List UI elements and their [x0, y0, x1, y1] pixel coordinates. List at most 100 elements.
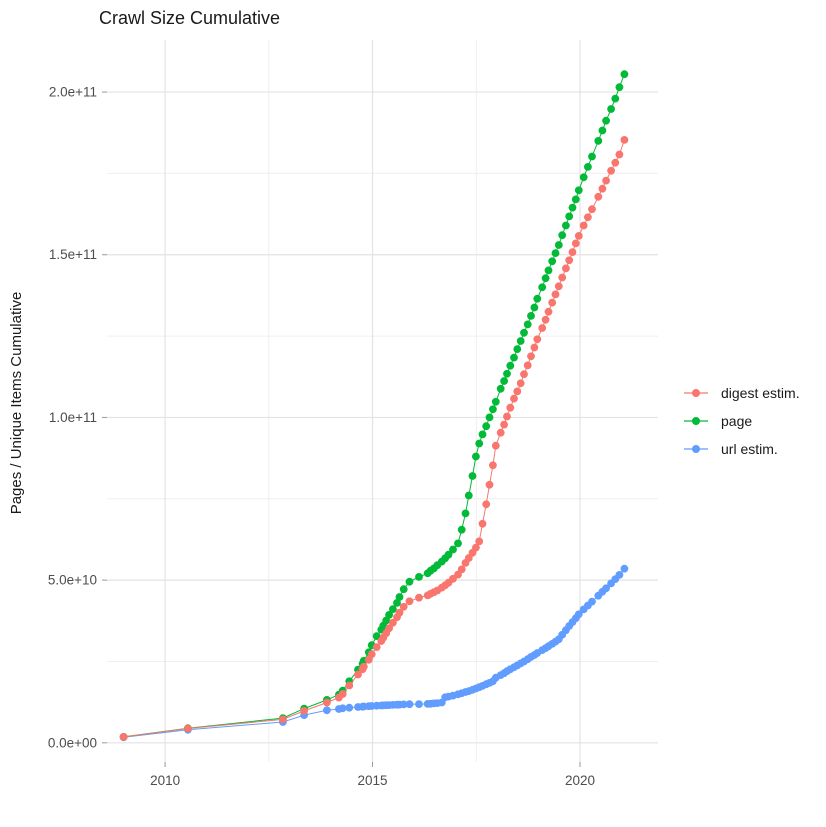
data-point-digest-estim	[359, 662, 368, 671]
data-point-page	[393, 599, 401, 607]
data-point-page	[562, 221, 570, 230]
x-tick-label: 2010	[150, 773, 180, 788]
data-point-page	[530, 303, 539, 312]
data-point-page	[579, 173, 588, 182]
data-point-digest-estim	[562, 264, 570, 273]
data-point-digest-estim	[516, 379, 525, 388]
data-point-page	[588, 152, 596, 161]
data-point-page	[594, 137, 603, 145]
data-point-page	[485, 413, 494, 422]
data-point-page	[461, 509, 470, 518]
data-point-page	[399, 585, 408, 594]
data-point-page	[449, 545, 457, 554]
data-point-digest-estim	[385, 624, 393, 633]
data-point-url-estim	[405, 700, 414, 709]
data-point-digest-estim	[520, 370, 528, 379]
data-point-digest-estim	[399, 602, 408, 611]
data-point-digest-estim	[548, 298, 557, 307]
data-point-digest-estim	[615, 150, 624, 159]
data-point-url-estim	[323, 706, 331, 715]
data-point-page	[482, 422, 491, 431]
data-point-page	[620, 70, 629, 79]
x-tick-label: 2020	[565, 773, 595, 788]
data-point-digest-estim	[475, 537, 484, 546]
legend-item-page: page	[683, 407, 800, 435]
data-point-digest-estim	[544, 307, 553, 316]
data-point-digest-estim	[602, 176, 610, 185]
legend-label-page: page	[721, 413, 753, 429]
data-point-page	[506, 361, 515, 370]
data-point-page	[496, 384, 505, 393]
data-point-digest-estim	[513, 387, 522, 396]
data-point-url-estim	[338, 704, 347, 713]
data-point-digest-estim	[551, 290, 560, 299]
data-point-digest-estim	[485, 480, 494, 489]
legend-marker-url-icon	[684, 445, 708, 453]
data-point-digest-estim	[491, 441, 500, 450]
data-point-url-estim	[602, 584, 610, 593]
data-point-page	[565, 212, 574, 221]
legend-item-digest-estim: digest estim.	[683, 379, 800, 407]
data-point-page	[615, 83, 624, 92]
data-point-page	[611, 94, 620, 103]
legend-label-digest-estim: digest estim.	[721, 385, 800, 401]
data-point-digest-estim	[530, 343, 539, 352]
y-tick-label: 1.0e+11	[49, 410, 97, 425]
data-point-page	[598, 126, 607, 135]
data-point-page	[533, 294, 542, 303]
y-tick-label: 5.0e+10	[48, 573, 97, 588]
data-point-page	[574, 186, 583, 195]
data-point-page	[554, 241, 563, 249]
data-point-page	[538, 283, 547, 292]
data-point-digest-estim	[506, 403, 515, 412]
chart-title: Crawl Size Cumulative	[99, 8, 281, 28]
data-point-digest-estim	[523, 361, 532, 370]
y-tick-label: 0.0e+00	[48, 735, 97, 750]
data-point-digest-estim	[482, 500, 491, 509]
y-axis-title: Pages / Unique Items Cumulative	[8, 291, 25, 515]
data-point-page	[489, 405, 497, 414]
data-point-digest-estim	[607, 166, 615, 175]
data-point-digest-estim	[611, 158, 620, 167]
data-point-page	[571, 195, 580, 204]
data-point-page	[602, 116, 610, 125]
data-point-page	[520, 328, 528, 337]
data-point-digest-estim	[568, 248, 577, 256]
data-point-digest-estim	[395, 608, 404, 617]
data-point-digest-estim	[565, 256, 574, 265]
data-point-url-estim	[574, 610, 583, 619]
data-point-page	[475, 439, 484, 448]
data-point-digest-estim	[415, 593, 423, 602]
data-point-digest-estim	[503, 412, 511, 421]
legend-marker-page-icon	[684, 417, 708, 425]
data-point-page	[395, 593, 404, 601]
data-point-digest-estim	[574, 232, 583, 240]
legend-item-url-estim: url estim.	[683, 435, 800, 463]
data-point-digest-estim	[588, 205, 596, 214]
data-point-url-estim	[345, 703, 354, 712]
chart-legend: digest estim. page url estim.	[683, 379, 800, 463]
data-point-digest-estim	[554, 282, 563, 291]
data-point-digest-estim	[354, 670, 362, 679]
data-point-page	[523, 320, 532, 329]
data-point-digest-estim	[389, 618, 397, 627]
data-point-digest-estim	[119, 733, 128, 741]
data-point-page	[389, 605, 397, 613]
legend-marker-digest-icon	[684, 389, 708, 397]
data-point-page	[405, 577, 414, 586]
data-point-page	[500, 377, 508, 385]
data-point-digest-estim	[457, 565, 466, 574]
data-point-digest-estim	[510, 394, 518, 403]
data-point-digest-estim	[620, 136, 629, 144]
data-point-page	[503, 369, 511, 378]
data-point-digest-estim	[338, 690, 347, 698]
y-tick-label: 2.0e+11	[49, 85, 97, 100]
data-point-url-estim	[620, 564, 629, 573]
data-point-digest-estim	[558, 273, 567, 282]
data-point-page	[468, 472, 477, 480]
data-point-page	[415, 573, 423, 581]
data-point-digest-estim	[323, 698, 331, 707]
legend-label-url-estim: url estim.	[721, 441, 778, 457]
data-point-url-estim	[588, 597, 596, 606]
data-point-page	[491, 397, 500, 406]
